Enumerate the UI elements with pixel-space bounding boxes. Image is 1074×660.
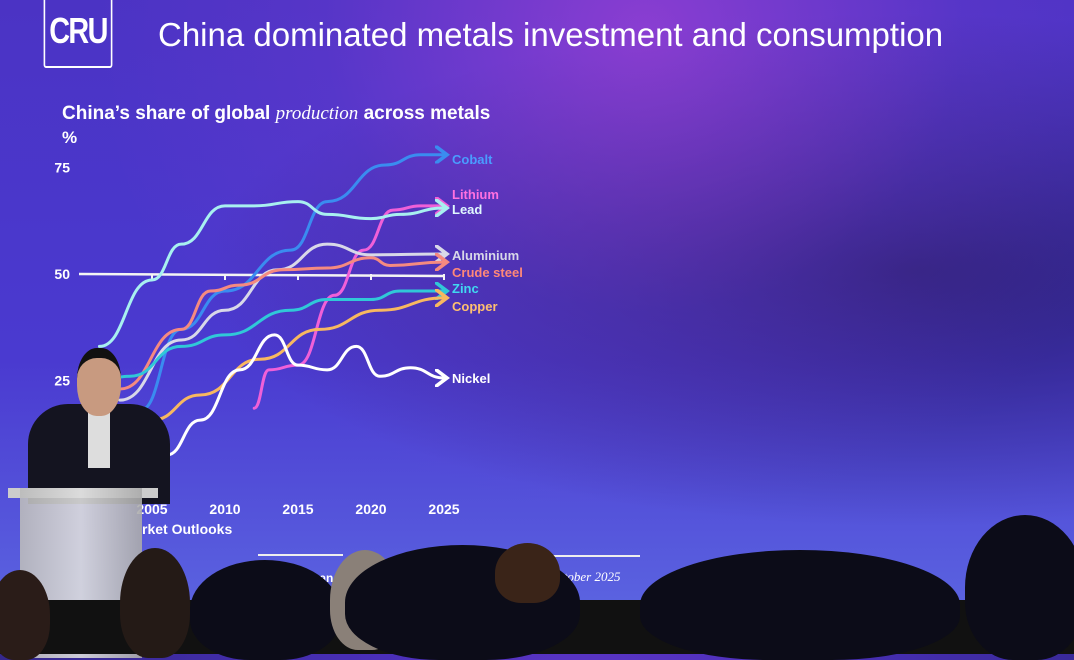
legend-label-cobalt: Cobalt [452,152,493,167]
speaker-head [77,348,121,416]
speaker-shirt [88,408,110,468]
legend-label-copper: Copper [452,299,498,314]
divider [525,555,640,557]
audience-head [120,548,190,658]
x-tick-label: 2025 [428,501,459,517]
audience-head [495,543,560,603]
chart-title-pre: China’s share of global [62,103,276,124]
series-line-nickel [165,333,444,457]
divider [258,554,343,556]
series-line-zinc [77,291,444,393]
presentation-slide: CRU China dominated metals investment an… [0,0,1074,600]
series-line-copper [150,298,444,422]
series-line-crude-steel [118,258,444,391]
y-tick-label: 25 [54,373,70,389]
series-line-cobalt [138,155,444,412]
audience-head [965,515,1074,660]
legend-label-lithium: Lithium [452,187,499,202]
slide-title: China dominated metals investment and co… [158,16,944,53]
cru-logo: CRU [43,0,113,68]
source-date-fragment: ctober 2025 [558,569,621,584]
x-tick-label: 2005 [136,501,167,517]
x-tick-label: 2015 [282,501,313,517]
series-line-lithium [252,206,444,410]
y-tick-label: 50 [54,266,70,282]
legend-label-nickel: Nickel [452,371,490,386]
source-fragment: rket Outlooks [142,521,233,537]
x-tick-label: 2020 [355,501,386,517]
chart-title-post: across metals [358,103,491,124]
legend-label-lead: Lead [452,202,482,217]
legend-label-zinc: Zinc [452,281,479,296]
audience-head [640,550,960,660]
y-axis-unit: % [62,128,78,147]
x-tick-label: 2010 [209,501,240,517]
y-tick-label: 75 [54,160,70,176]
series-line-lead [97,202,444,348]
audience-head [190,560,340,660]
audience-head [0,570,50,660]
legend-label-aluminium: Aluminium [452,248,519,263]
chart-title: China’s share of global production acros… [62,103,490,125]
chart-title-emphasis: production [275,103,359,124]
series-line-aluminium [118,242,444,402]
legend-label-crude-steel: Crude steel [452,265,523,280]
